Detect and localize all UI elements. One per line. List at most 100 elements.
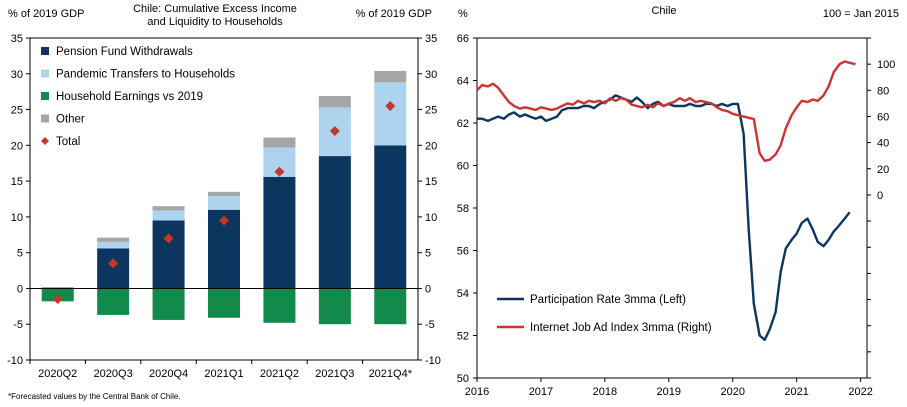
bar-pandemic xyxy=(374,82,407,146)
right-ytick-label: 35 xyxy=(425,33,437,45)
legend-other-swatch xyxy=(41,114,49,123)
right-ytick-label: 25 xyxy=(425,105,437,117)
right-chart-y2tick-label: 0 xyxy=(877,190,883,202)
left-ytick-label: 5 xyxy=(17,248,23,260)
left-ytick-label: 30 xyxy=(11,69,23,81)
right-chart-ytick-label: 66 xyxy=(457,33,469,45)
bar-other xyxy=(97,237,130,242)
total-marker xyxy=(329,126,340,137)
bar-earnings xyxy=(152,288,185,320)
left-xtick-label: 2021Q4* xyxy=(369,368,413,380)
bar-other xyxy=(152,206,185,211)
left-ytick-label: 0 xyxy=(17,283,23,295)
right-chart-ytick-label: 56 xyxy=(457,246,469,258)
legend-total-label: Total xyxy=(56,136,80,148)
left-legend: Pension Fund Withdrawals Pandemic Transfe… xyxy=(41,46,235,148)
legend-total-swatch xyxy=(41,137,49,145)
total-marker xyxy=(163,233,174,244)
right-chart-y2tick-label: 80 xyxy=(877,85,889,97)
bar-other xyxy=(263,137,296,148)
left-xtick-label: 2020Q4 xyxy=(149,368,188,380)
total-marker xyxy=(52,294,63,305)
right-chart-xtick-label: 2018 xyxy=(593,386,617,398)
right-chart-ytick-label: 52 xyxy=(457,331,469,343)
bar-earnings xyxy=(374,288,407,325)
total-marker xyxy=(219,215,229,226)
right-chart-ytick-label: 64 xyxy=(457,76,469,88)
legend-pandemic-swatch xyxy=(41,69,49,78)
left-y-ticks: -10 -10 -5 -5 0 0 5 5 10 10 15 15 20 20 25 25 30 30 35 35 xyxy=(7,33,441,367)
bar-earnings xyxy=(97,288,130,315)
right-y-ticks: 50 52 54 56 58 60 62 64 66 xyxy=(457,33,477,385)
left-x-ticks: 2020Q2 2020Q3 2020Q4 2021Q1 2021Q2 2021Q3 2021… xyxy=(29,360,413,380)
right-chart-ytick-label: 54 xyxy=(457,288,469,300)
bar-earnings xyxy=(263,288,296,323)
left-ytick-label: -10 xyxy=(7,355,23,367)
right-ytick-label: 20 xyxy=(425,140,437,152)
bar-pension xyxy=(97,248,130,289)
left-bar-chart: % of 2019 GDP % of 2019 GDP Chile: Cumul… xyxy=(7,3,441,401)
left-ytick-label: 15 xyxy=(11,176,23,188)
left-ytick-label: 20 xyxy=(11,140,23,152)
total-marker xyxy=(108,258,119,269)
right-chart-ytick-label: 58 xyxy=(457,203,469,215)
bar-earnings xyxy=(208,288,240,318)
bar-pandemic xyxy=(152,210,185,221)
legend-earnings-label: Household Earnings vs 2019 xyxy=(56,91,203,103)
right-chart-xtick-label: 2017 xyxy=(529,386,553,398)
right-chart-ytick-label: 50 xyxy=(457,373,469,385)
bar-earnings xyxy=(318,288,351,325)
right-chart-xtick-label: 2020 xyxy=(720,386,744,398)
right-ytick-label: 5 xyxy=(425,248,431,260)
bar-other xyxy=(208,191,240,197)
right-chart-y2tick-label: 20 xyxy=(877,164,889,176)
bar-pension xyxy=(318,156,351,289)
legend-pension-swatch xyxy=(41,47,49,55)
right-chart-xtick-label: 2021 xyxy=(784,386,808,398)
left-xtick-label: 2021Q1 xyxy=(204,368,243,380)
left-xtick-label: 2021Q3 xyxy=(315,368,354,380)
right-legend: Participation Rate 3mma (Left) Internet J… xyxy=(497,294,712,334)
legend-pension-label: Pension Fund Withdrawals xyxy=(56,46,193,58)
legend-pandemic-label: Pandemic Transfers to Households xyxy=(56,69,235,81)
left-chart-title-line1: Chile: Cumulative Excess Income xyxy=(133,3,297,15)
left-ytick-label: 25 xyxy=(11,105,23,117)
bar-pension xyxy=(374,145,407,289)
right-ytick-label: 0 xyxy=(425,283,431,295)
left-chart-title-line2: and Liquidity to Households xyxy=(147,16,283,28)
legend-earnings-swatch xyxy=(41,92,49,100)
line-jobads xyxy=(476,60,856,163)
right-y2-axis-label: 100 = Jan 2015 xyxy=(823,8,899,20)
right-ytick-label: 15 xyxy=(425,176,437,188)
right-ytick-label: -10 xyxy=(425,355,441,367)
legend-jobads-label: Internet Job Ad Index 3mma (Right) xyxy=(530,322,712,334)
bar-other xyxy=(41,287,74,289)
right-chart-xtick-label: 2019 xyxy=(657,386,681,398)
right-y-axis-label: % xyxy=(458,8,468,20)
right-chart-y2tick-label: 60 xyxy=(877,111,889,123)
legend-other-label: Other xyxy=(56,114,85,126)
bar-pension xyxy=(263,176,296,289)
total-marker xyxy=(385,100,396,111)
right-chart-title: Chile xyxy=(651,5,676,17)
right-x-ticks: 2016 2017 2018 2019 2020 2021 2022 xyxy=(465,378,873,398)
left-xtick-label: 2020Q3 xyxy=(94,368,133,380)
right-ytick-label: 30 xyxy=(425,69,437,81)
bar-other xyxy=(318,95,351,108)
bar-pension xyxy=(152,220,185,289)
left-plot-frame xyxy=(29,37,419,361)
left-ytick-label: -5 xyxy=(13,319,23,331)
right-ytick-label: -5 xyxy=(425,319,435,331)
left-y-axis-label: % of 2019 GDP xyxy=(8,8,84,20)
bar-other xyxy=(374,70,407,83)
total-marker xyxy=(274,166,285,177)
right-chart-ytick-label: 62 xyxy=(457,118,469,130)
right-chart-ytick-label: 60 xyxy=(457,161,469,173)
right-y2-ticks: 0 20 40 60 80 100 xyxy=(867,37,895,379)
left-y2-axis-label: % of 2019 GDP xyxy=(356,8,432,20)
right-chart-xtick-label: 2022 xyxy=(848,386,872,398)
legend-participation-label: Participation Rate 3mma (Left) xyxy=(530,294,686,306)
right-line-chart: % Chile 100 = Jan 2015 50 52 54 56 58 60 62 64 6… xyxy=(457,5,899,398)
left-ytick-label: 35 xyxy=(11,33,23,45)
